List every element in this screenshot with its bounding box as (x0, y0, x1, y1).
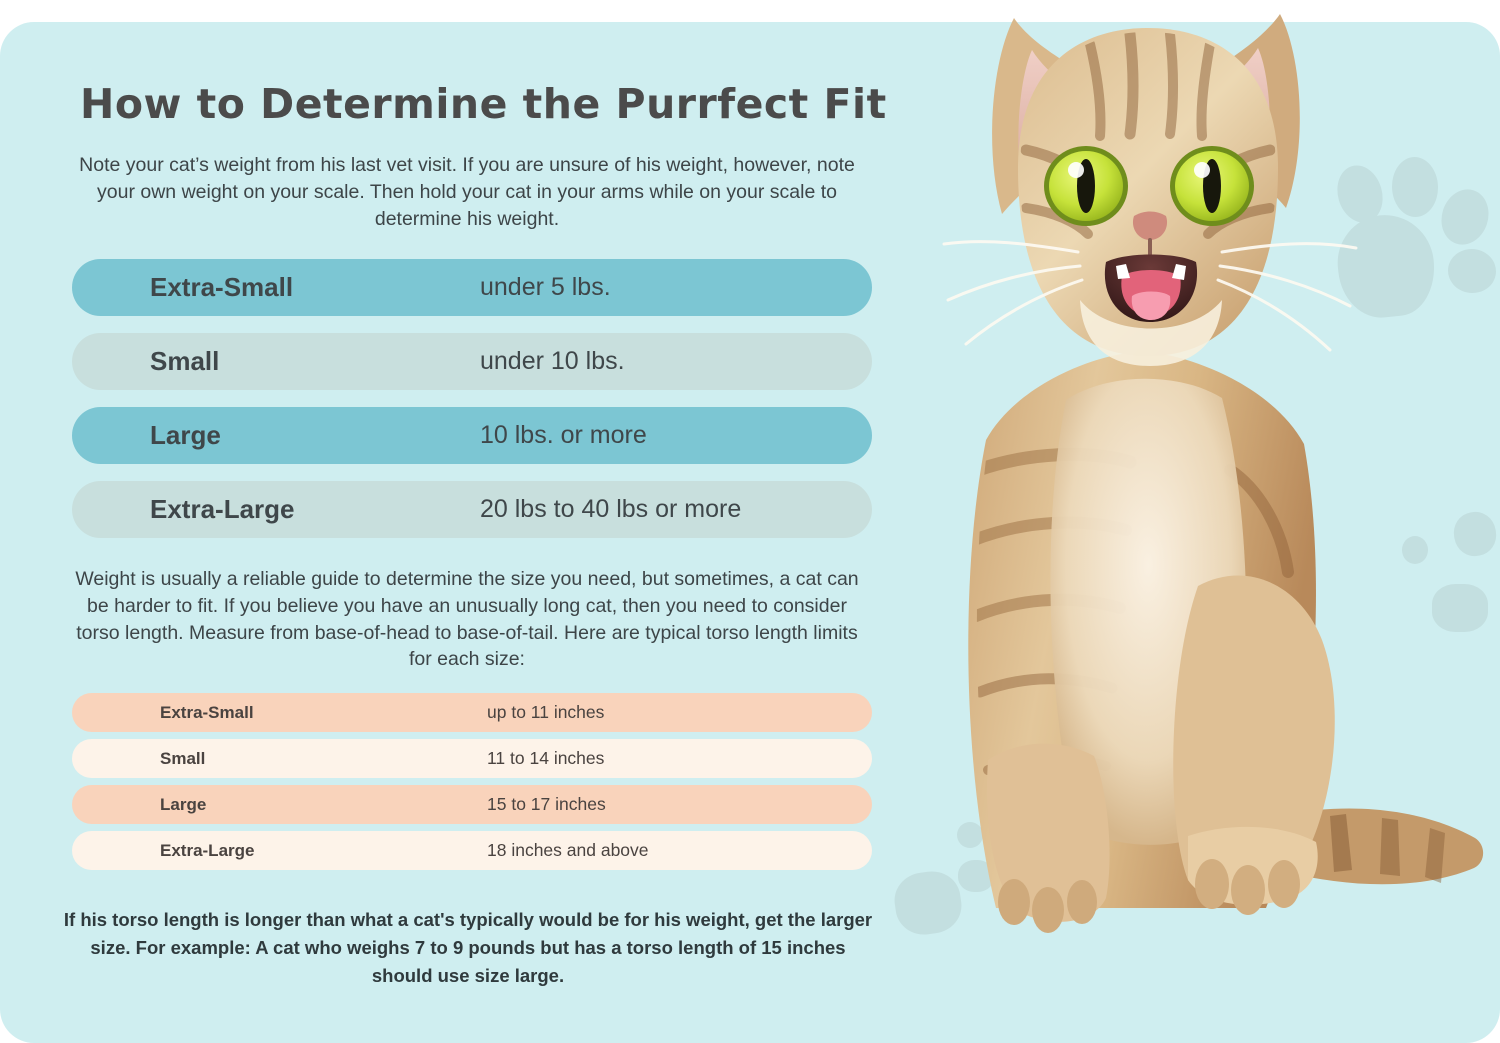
table-row: Large 10 lbs. or more (72, 406, 872, 464)
size-label: Large (150, 419, 221, 450)
size-label: Extra-Small (150, 271, 294, 302)
weight-size-table: Extra-Small under 5 lbs. Small under 10 … (72, 258, 872, 538)
content-column: How to Determine the Purrfect Fit Note y… (62, 22, 887, 990)
size-value: 15 to 17 inches (487, 794, 606, 815)
paw-toe (1402, 536, 1428, 564)
table-row: Small under 10 lbs. (72, 332, 872, 390)
table-row: Extra-Small under 5 lbs. (72, 258, 872, 316)
size-value: 11 to 14 inches (487, 748, 605, 769)
size-label: Extra-Large (150, 493, 295, 524)
paw-pad (1432, 584, 1488, 632)
size-value: up to 11 inches (487, 702, 605, 723)
table-row: Extra-Large 18 inches and above (72, 831, 872, 871)
size-value: under 5 lbs. (480, 272, 611, 301)
size-label: Extra-Large (160, 840, 255, 860)
size-value: 18 inches and above (487, 840, 649, 861)
table-row: Large 15 to 17 inches (72, 785, 872, 825)
table-row: Small 11 to 14 inches (72, 739, 872, 779)
footnote-paragraph: If his torso length is longer than what … (63, 909, 873, 986)
torso-intro-paragraph: Weight is usually a reliable guide to de… (75, 567, 859, 671)
table-row: Extra-Small up to 11 inches (72, 693, 872, 733)
table-row: Extra-Large 20 lbs to 40 lbs or more (72, 480, 872, 538)
paw-toe (957, 822, 983, 848)
torso-length-table: Extra-Small up to 11 inches Small 11 to … (72, 693, 872, 871)
size-label: Extra-Small (160, 702, 254, 722)
size-label: Small (150, 345, 220, 376)
cat-photo (942, 14, 1484, 933)
size-label: Large (160, 794, 207, 814)
page-title: How to Determine the Purrfect Fit (80, 80, 887, 128)
size-value: under 10 lbs. (480, 346, 625, 375)
intro-paragraph: Note your cat’s weight from his last vet… (79, 154, 855, 230)
size-label: Small (160, 748, 206, 768)
paw-print-icon (1402, 484, 1500, 632)
size-value: 10 lbs. or more (480, 420, 647, 449)
size-value: 20 lbs to 40 lbs or more (480, 494, 742, 523)
